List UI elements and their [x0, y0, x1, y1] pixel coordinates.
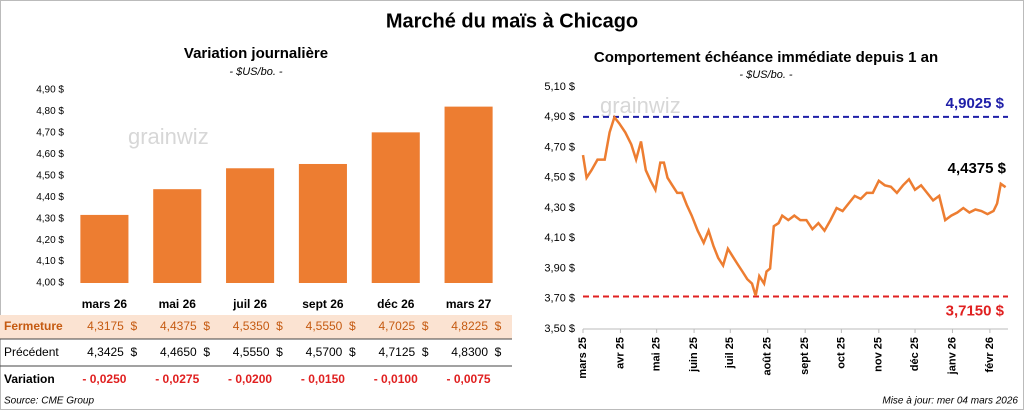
value-label: 4,7025 $	[378, 319, 428, 333]
x-tick-label: oct 25	[835, 337, 847, 369]
table-cell: 4,5550 $	[233, 345, 283, 359]
table-cell: - 0,0150	[301, 372, 345, 386]
y-tick-label: 4,00 $	[36, 278, 64, 289]
row-highlight	[0, 315, 512, 339]
x-tick-label: mars 26	[82, 297, 128, 311]
table-cell: 4,7125 $	[378, 345, 428, 359]
y-tick-label: 4,20 $	[36, 235, 64, 246]
y-tick-label: 3,50 $	[544, 323, 575, 335]
y-tick-label: 4,10 $	[36, 256, 64, 267]
y-tick-label: 4,80 $	[36, 106, 64, 117]
y-tick-label: 4,70 $	[36, 128, 64, 139]
x-tick-label: mars 27	[446, 297, 492, 311]
x-tick-label: déc 26	[377, 297, 415, 311]
table-cell: - 0,0075	[447, 372, 491, 386]
chart-subtitle: - $US/bo. -	[739, 69, 793, 81]
reference-label: 3,7150 $	[946, 302, 1005, 319]
value-label: 4,5550 $	[306, 319, 356, 333]
bar	[226, 168, 275, 283]
x-tick-label: mars 25	[577, 337, 589, 379]
table-cell: 4,8300 $	[451, 345, 501, 359]
x-tick-label: janv 26	[946, 337, 958, 375]
table-cell: - 0,0200	[228, 372, 272, 386]
page-title: Marché du maïs à Chicago	[386, 10, 638, 32]
table-cell: 4,3425 $	[87, 345, 137, 359]
table-cell: - 0,0100	[374, 372, 418, 386]
y-tick-label: 4,50 $	[544, 172, 575, 184]
bar	[371, 132, 420, 283]
y-tick-label: 4,90 $	[544, 111, 575, 123]
x-tick-label: avr 25	[614, 337, 626, 369]
x-tick-label: mai 25	[651, 337, 663, 371]
x-tick-label: sept 25	[799, 337, 811, 375]
row-label: Précédent	[4, 345, 59, 359]
bar	[80, 214, 129, 283]
x-tick-label: juil 25	[724, 337, 736, 369]
chart-subtitle: - $US/bo. -	[229, 66, 283, 78]
y-tick-label: 3,70 $	[544, 293, 575, 305]
x-tick-label: août 25	[762, 337, 774, 376]
series-line	[581, 114, 1007, 297]
source: Source: CME Group	[4, 396, 94, 407]
table-cell: 4,5700 $	[306, 345, 356, 359]
table-cell: - 0,0250	[82, 372, 126, 386]
y-tick-label: 4,90 $	[36, 85, 64, 96]
last-value-label: 4,4375 $	[948, 160, 1007, 177]
table-cell: 4,4650 $	[160, 345, 210, 359]
x-tick-label: nov 25	[873, 337, 885, 372]
x-tick-label: sept 26	[302, 297, 344, 311]
x-tick-label: juin 25	[688, 337, 700, 373]
value-label: 4,4375 $	[160, 319, 210, 333]
chart-title: Variation journalière	[184, 45, 328, 62]
y-tick-label: 3,90 $	[544, 262, 575, 274]
value-label: 4,5350 $	[233, 319, 283, 333]
x-tick-label: déc 25	[909, 337, 921, 371]
x-tick-label: juil 26	[232, 297, 267, 311]
table-cell: - 0,0275	[155, 372, 199, 386]
y-tick-label: 4,10 $	[544, 232, 575, 244]
value-label: 4,3175 $	[87, 319, 137, 333]
row-label: Fermeture	[4, 319, 63, 333]
reference-label: 4,9025 $	[946, 95, 1005, 112]
y-tick-label: 4,40 $	[36, 192, 64, 203]
x-tick-label: févr 26	[984, 337, 996, 372]
value-label: 4,8225 $	[451, 319, 501, 333]
watermark: grainwiz	[128, 124, 209, 149]
y-tick-label: 4,60 $	[36, 149, 64, 160]
row-label: Variation	[4, 372, 55, 386]
bar	[444, 106, 493, 283]
y-tick-label: 4,30 $	[544, 202, 575, 214]
y-tick-label: 4,70 $	[544, 141, 575, 153]
y-tick-label: 4,30 $	[36, 213, 64, 224]
y-tick-label: 4,50 $	[36, 170, 64, 181]
watermark: grainwiz	[600, 93, 681, 118]
updated: Mise à jour: mer 04 mars 2026	[882, 396, 1018, 407]
y-tick-label: 5,10 $	[544, 81, 575, 93]
bar	[298, 163, 347, 283]
bar	[153, 189, 202, 283]
chart-title: Comportement échéance immédiate depuis 1…	[594, 49, 938, 66]
x-tick-label: mai 26	[159, 297, 197, 311]
